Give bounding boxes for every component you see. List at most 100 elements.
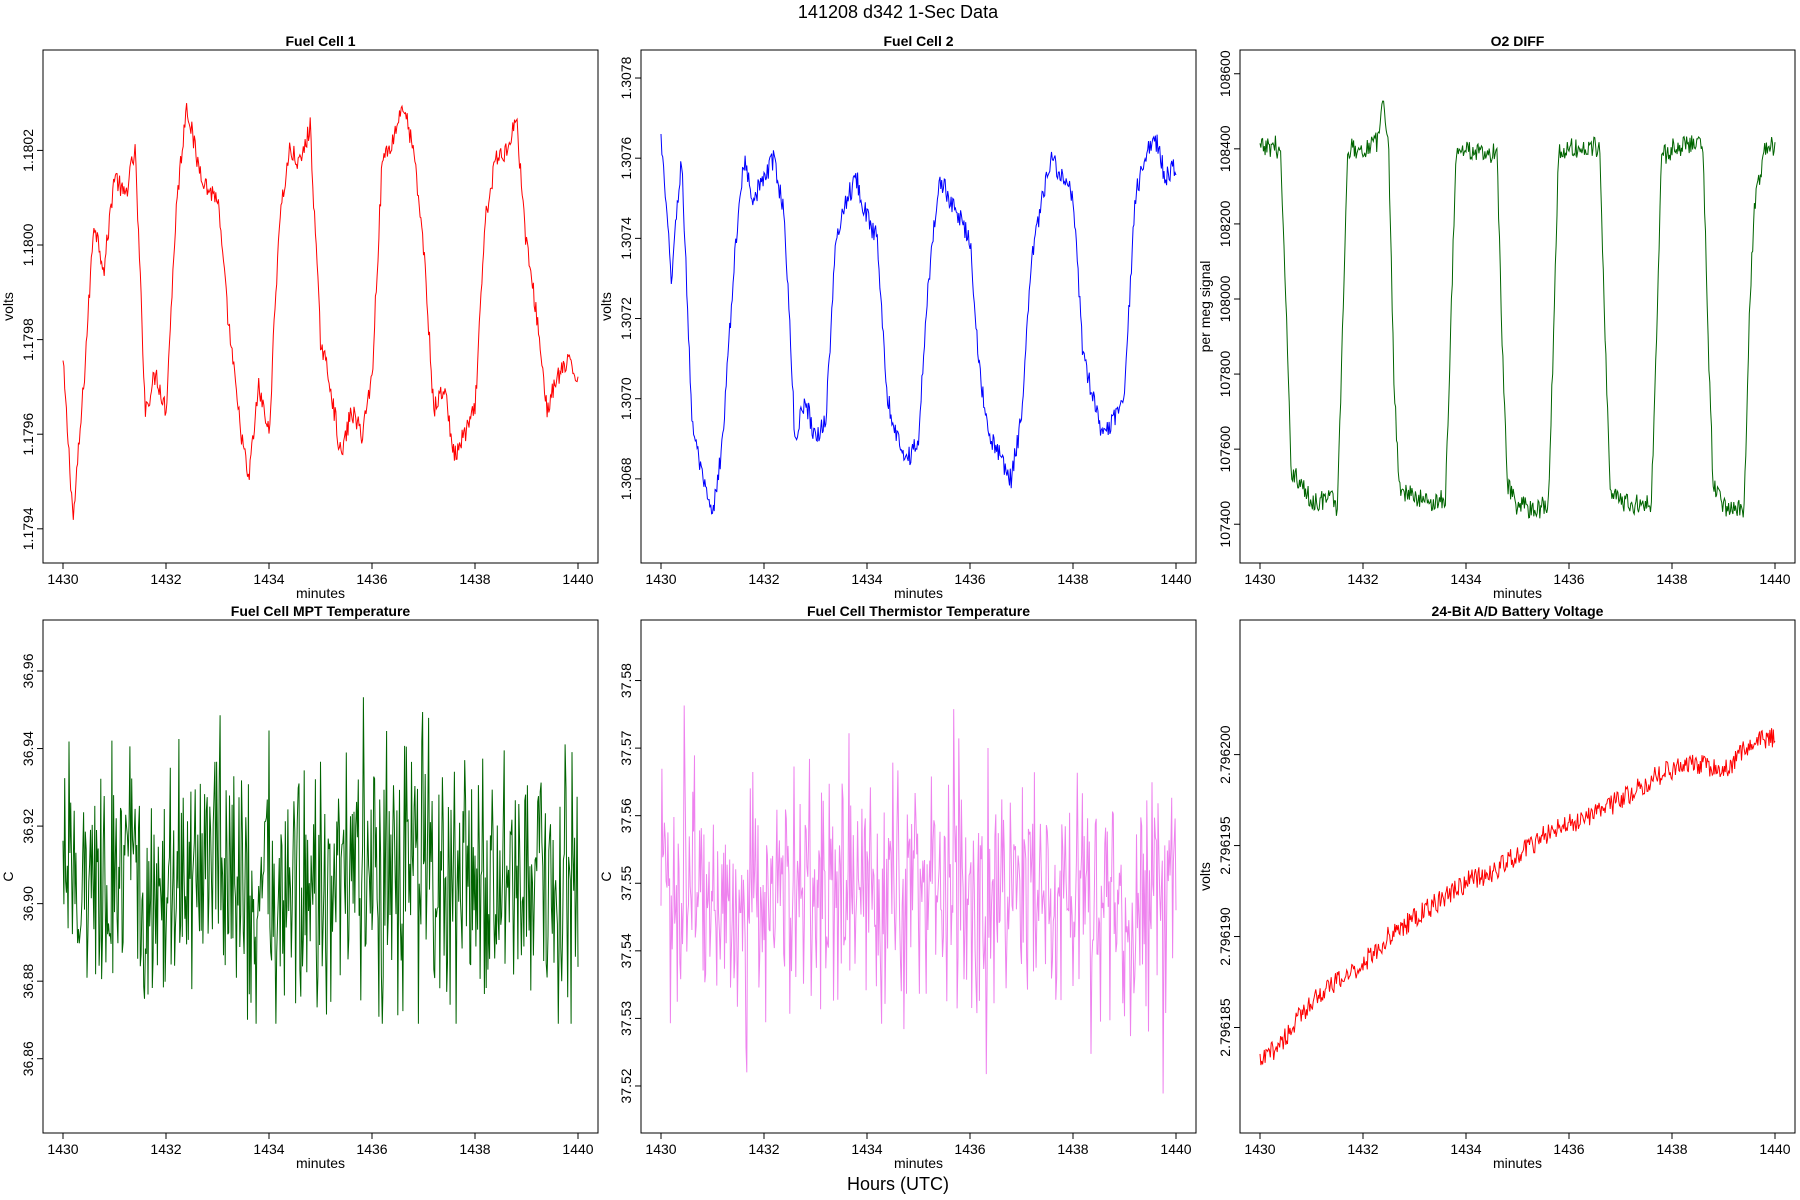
y-tick-label: 37.54 [618, 933, 634, 968]
x-tick-label: 1432 [150, 1141, 181, 1157]
x-axis-label: minutes [1493, 1155, 1542, 1171]
series-line [1259, 728, 1776, 1066]
y-tick-label: 1.1802 [20, 129, 36, 172]
figure-title: 141208 d342 1-Sec Data [798, 2, 999, 22]
x-tick-label: 1438 [459, 1141, 490, 1157]
x-tick-label: 1432 [748, 1141, 779, 1157]
x-tick-label: 1440 [562, 571, 593, 587]
y-axis-label: C [0, 871, 16, 881]
y-tick-label: 1.3076 [618, 137, 634, 180]
y-tick-label: 2.796200 [1217, 725, 1233, 784]
y-tick-label: 37.53 [618, 1001, 634, 1036]
x-tick-label: 1434 [851, 571, 882, 587]
y-axis-label: volts [0, 292, 16, 321]
plot-frame [640, 49, 1197, 564]
y-tick-label: 1.3072 [618, 297, 634, 340]
x-axis-label: minutes [296, 585, 345, 601]
y-tick-label: 108200 [1217, 200, 1233, 247]
y-tick-label: 1.1800 [20, 223, 36, 266]
y-tick-label: 37.55 [618, 866, 634, 901]
x-tick-label: 1440 [1759, 571, 1790, 587]
y-tick-label: 108000 [1217, 275, 1233, 322]
chart-title: O2 DIFF [1491, 33, 1545, 49]
series-line [62, 103, 579, 520]
x-tick-label: 1430 [47, 571, 78, 587]
x-tick-label: 1432 [150, 571, 181, 587]
x-tick-label: 1440 [1160, 1141, 1191, 1157]
x-tick-label: 1440 [562, 1141, 593, 1157]
series-line [62, 697, 579, 1024]
x-tick-label: 1440 [1759, 1141, 1790, 1157]
y-tick-label: 2.796190 [1217, 907, 1233, 966]
y-tick-label: 37.56 [618, 798, 634, 833]
y-axis-label: volts [598, 292, 614, 321]
x-tick-label: 1436 [1553, 1141, 1584, 1157]
chart-title: 24-Bit A/D Battery Voltage [1432, 603, 1604, 619]
y-tick-label: 1.3074 [618, 217, 634, 260]
y-axis-label: volts [1197, 862, 1213, 891]
y-tick-label: 108400 [1217, 125, 1233, 172]
x-tick-label: 1434 [1450, 1141, 1481, 1157]
y-tick-label: 1.1798 [20, 318, 36, 361]
y-axis-label: per meg signal [1197, 261, 1213, 353]
chart-panel-1: Fuel Cell 1 1430 1432 1434 1436 1438 1440 minut… [0, 33, 599, 601]
x-tick-label: 1436 [954, 1141, 985, 1157]
series-line [660, 705, 1177, 1094]
series-line [1259, 100, 1776, 519]
y-tick-label: 36.94 [20, 731, 36, 766]
y-tick-label: 1.3070 [618, 377, 634, 420]
plot-frame [1239, 49, 1796, 564]
y-tick-label: 107400 [1217, 501, 1233, 548]
x-tick-label: 1434 [253, 571, 284, 587]
series-line [660, 133, 1177, 515]
x-tick-label: 1430 [1244, 571, 1275, 587]
y-tick-label: 107800 [1217, 351, 1233, 398]
y-tick-label: 2.796185 [1217, 998, 1233, 1057]
y-tick-label: 36.88 [20, 963, 36, 998]
y-tick-label: 1.3068 [618, 457, 634, 500]
x-tick-label: 1438 [1057, 571, 1088, 587]
x-tick-label: 1438 [1656, 1141, 1687, 1157]
x-tick-label: 1438 [1057, 1141, 1088, 1157]
x-tick-label: 1432 [1347, 1141, 1378, 1157]
y-tick-label: 1.1794 [20, 507, 36, 550]
x-tick-label: 1438 [1656, 571, 1687, 587]
x-tick-label: 1430 [645, 1141, 676, 1157]
x-tick-label: 1430 [47, 1141, 78, 1157]
x-tick-label: 1436 [954, 571, 985, 587]
y-tick-label: 1.3078 [618, 56, 634, 99]
chart-panel-4: Fuel Cell MPT Temperature 1430 1432 1434 143… [0, 603, 599, 1171]
chart-panel-5: Fuel Cell Thermistor Temperature 1430 1432… [598, 603, 1197, 1171]
x-tick-label: 1438 [459, 571, 490, 587]
y-tick-label: 36.96 [20, 653, 36, 688]
chart-title: Fuel Cell 1 [285, 33, 355, 49]
plot-frame [42, 49, 599, 564]
x-tick-label: 1436 [356, 571, 387, 587]
y-tick-label: 37.57 [618, 730, 634, 765]
x-tick-label: 1436 [1553, 571, 1584, 587]
x-tick-label: 1440 [1160, 571, 1191, 587]
x-tick-label: 1432 [1347, 571, 1378, 587]
y-tick-label: 36.90 [20, 886, 36, 921]
chart-title: Fuel Cell 2 [883, 33, 953, 49]
x-axis-label: minutes [894, 585, 943, 601]
y-tick-label: 36.92 [20, 808, 36, 843]
y-tick-label: 108600 [1217, 50, 1233, 97]
figure-xlabel: Hours (UTC) [847, 1174, 949, 1194]
x-tick-label: 1436 [356, 1141, 387, 1157]
x-tick-label: 1434 [253, 1141, 284, 1157]
chart-panel-2: Fuel Cell 2 1430 1432 1434 1436 1438 1440 minut… [598, 33, 1197, 601]
chart-title: Fuel Cell Thermistor Temperature [807, 603, 1030, 619]
x-tick-label: 1434 [1450, 571, 1481, 587]
chart-panel-6: 24-Bit A/D Battery Voltage 1430 1432 1434 14… [1197, 603, 1796, 1171]
y-axis-label: C [598, 871, 614, 881]
x-tick-label: 1432 [748, 571, 779, 587]
x-tick-label: 1430 [645, 571, 676, 587]
y-tick-label: 37.52 [618, 1068, 634, 1103]
x-tick-label: 1430 [1244, 1141, 1275, 1157]
panels: Fuel Cell 1 1430 1432 1434 1436 1438 1440 minut… [0, 33, 1796, 1171]
y-tick-label: 107600 [1217, 426, 1233, 473]
y-tick-label: 2.796195 [1217, 816, 1233, 875]
y-tick-label: 37.58 [618, 663, 634, 698]
y-tick-label: 36.86 [20, 1041, 36, 1076]
